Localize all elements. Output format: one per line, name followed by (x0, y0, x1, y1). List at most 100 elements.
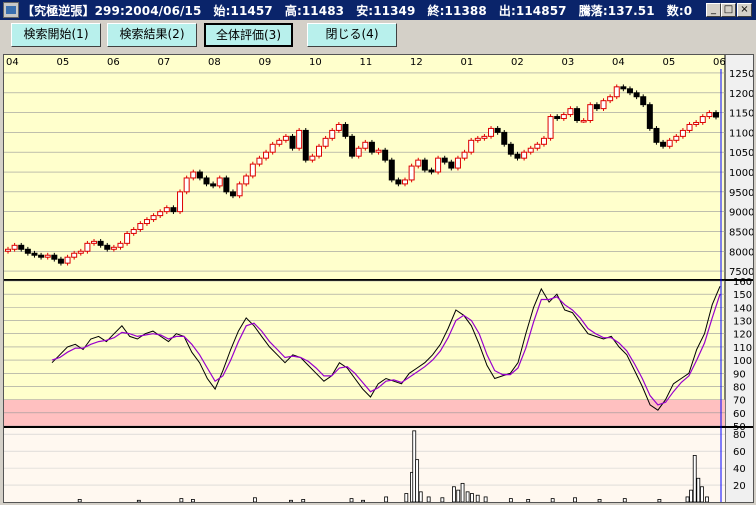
down-candle (653, 127, 660, 143)
volume-bar (508, 498, 513, 502)
volume-bar (483, 496, 488, 502)
up-candle (71, 252, 78, 258)
volume-bar (470, 493, 474, 502)
price-tick-label: 8000 (729, 247, 753, 258)
up-candle (309, 155, 316, 161)
up-candle (540, 137, 547, 145)
volume-bar (696, 477, 701, 502)
oscillator-tick-label: 90 (733, 369, 746, 380)
up-candle (269, 143, 276, 153)
down-candle (349, 135, 356, 157)
up-candle (335, 123, 342, 131)
up-candle (693, 121, 700, 125)
up-candle (587, 104, 594, 122)
month-tick-label: 05 (57, 57, 70, 68)
overall-evaluation-button[interactable]: 全体評価(3) (204, 23, 293, 47)
up-candle (534, 143, 541, 149)
month-tick-label: 02 (511, 57, 524, 68)
volume-tick-label: 80 (733, 430, 746, 441)
down-candle (441, 157, 448, 163)
up-candle (547, 116, 554, 139)
price-tick-label: 10000 (729, 168, 753, 179)
up-candle (607, 96, 614, 102)
volume-bar (289, 499, 293, 502)
up-candle (666, 139, 673, 147)
up-candle (375, 149, 382, 153)
oscillator-tick-label: 140 (733, 303, 752, 314)
price-tick-label: 12000 (729, 89, 753, 100)
up-candle (183, 177, 190, 193)
close-button[interactable]: × (737, 3, 752, 17)
month-tick-label: 03 (562, 57, 575, 68)
up-candle (243, 175, 250, 185)
month-tick-label: 10 (309, 57, 322, 68)
maximize-button[interactable]: □ (721, 3, 736, 17)
oscillator-tick-label: 100 (733, 356, 752, 367)
down-candle (620, 86, 627, 90)
down-candle (196, 171, 203, 179)
toolbar: 検索開始(1) 検索結果(2) 全体評価(3) 閉じる(4) (0, 20, 756, 50)
volume-bar (361, 499, 365, 502)
oscillator-slow-line (51, 294, 721, 406)
price-tick-label: 11500 (729, 109, 753, 120)
chart-area: 7500 8000 8500 9000 9500 10000 10500 11000 11500… (3, 54, 754, 503)
down-candle (57, 258, 64, 264)
volume-bar (705, 496, 709, 502)
volume-bar (415, 459, 420, 502)
volume-bar (689, 489, 694, 502)
up-candle (130, 228, 137, 234)
up-candle (362, 141, 369, 149)
month-tick-label: 11 (360, 57, 373, 68)
volume-bar (657, 499, 662, 502)
price-tick-label: 12500 (729, 69, 753, 80)
window-title: 【究極逆張】299:2004/06/15 始:11457 高:11483 安:1… (22, 4, 693, 18)
up-candle (699, 116, 706, 123)
price-tick-label: 7500 (729, 267, 753, 278)
down-candle (640, 96, 647, 106)
search-start-button[interactable]: 検索開始(1) (11, 23, 101, 47)
down-candle (388, 159, 395, 181)
down-candle (223, 177, 230, 193)
volume-bar (77, 499, 82, 502)
down-candle (501, 131, 508, 145)
down-candle (24, 248, 31, 254)
down-candle (51, 254, 58, 260)
up-candle (355, 147, 362, 157)
search-results-button[interactable]: 検索結果(2) (107, 23, 197, 47)
up-candle (673, 135, 680, 141)
down-candle (203, 177, 210, 185)
up-candle (613, 86, 620, 98)
volume-bar (692, 455, 697, 502)
up-candle (110, 246, 117, 250)
close-dialog-button[interactable]: 閉じる(4) (307, 23, 397, 47)
up-candle (5, 248, 11, 252)
up-candle (474, 137, 481, 141)
down-candle (368, 141, 375, 153)
up-candle (77, 250, 84, 254)
volume-bar (550, 498, 555, 502)
up-candle (11, 244, 18, 250)
down-candle (342, 123, 349, 137)
oscillator-tick-label: 60 (733, 409, 746, 420)
month-tick-label: 05 (663, 57, 676, 68)
volume-bar (452, 486, 456, 502)
up-candle (679, 129, 686, 137)
down-candle (574, 108, 581, 122)
volume-bar (418, 491, 423, 502)
volume-bar (460, 482, 465, 502)
volume-bar (573, 497, 577, 502)
volume-bar (440, 497, 445, 502)
up-candle (44, 254, 51, 258)
price-tick-label: 9000 (729, 208, 753, 219)
up-candle (706, 112, 713, 118)
up-candle (580, 120, 587, 123)
up-candle (276, 139, 283, 145)
month-tick-label: 09 (259, 57, 272, 68)
app-icon[interactable] (3, 2, 19, 18)
down-candle (302, 129, 309, 161)
volume-bar (179, 498, 184, 502)
volume-bar (404, 493, 409, 502)
up-candle (600, 100, 607, 110)
minimize-button[interactable]: _ (706, 3, 721, 17)
title-bar: 【究極逆張】299:2004/06/15 始:11457 高:11483 安:1… (0, 0, 756, 20)
